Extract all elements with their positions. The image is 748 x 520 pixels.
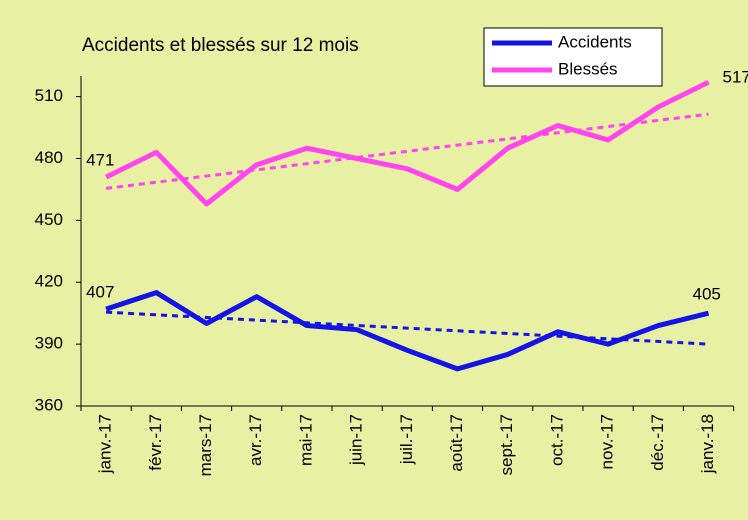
- x-tick-label: mai-17: [296, 414, 315, 466]
- legend-label: Accidents: [558, 32, 632, 51]
- legend-box: [483, 27, 663, 87]
- data-label: 471: [86, 151, 114, 170]
- trend-line: [105, 112, 709, 190]
- y-tick-label: 360: [35, 395, 63, 414]
- data-label: 517: [723, 68, 748, 87]
- series-line: [105, 290, 710, 372]
- x-tick-label: juil.-17: [397, 414, 416, 465]
- x-tick-label: sept.-17: [497, 414, 516, 475]
- x-tick-label: août-17: [447, 414, 466, 472]
- data-label: 407: [86, 283, 114, 302]
- trend-line: [106, 310, 709, 346]
- y-tick-label: 510: [35, 86, 63, 105]
- x-tick-label: nov.-17: [598, 414, 617, 469]
- series-line: [104, 79, 710, 207]
- y-tick-label: 480: [35, 148, 63, 167]
- x-tick-label: avr.-17: [246, 414, 265, 466]
- y-tick-label: 450: [35, 210, 63, 229]
- data-label: 405: [693, 285, 721, 304]
- y-tick-label: 390: [35, 334, 63, 353]
- x-tick-label: oct.-17: [547, 414, 566, 466]
- legend-label: Blessés: [558, 59, 618, 78]
- x-tick-label: févr.-17: [146, 414, 165, 471]
- x-tick-label: juin-17: [347, 414, 366, 466]
- x-tick-label: janv.-17: [96, 414, 115, 474]
- y-tick-label: 420: [35, 272, 63, 291]
- x-tick-label: déc.-17: [648, 414, 667, 471]
- chart-title: Accidents et blessés sur 12 mois: [82, 35, 359, 56]
- x-tick-label: janv.-18: [698, 414, 717, 474]
- x-tick-label: mars-17: [196, 414, 215, 476]
